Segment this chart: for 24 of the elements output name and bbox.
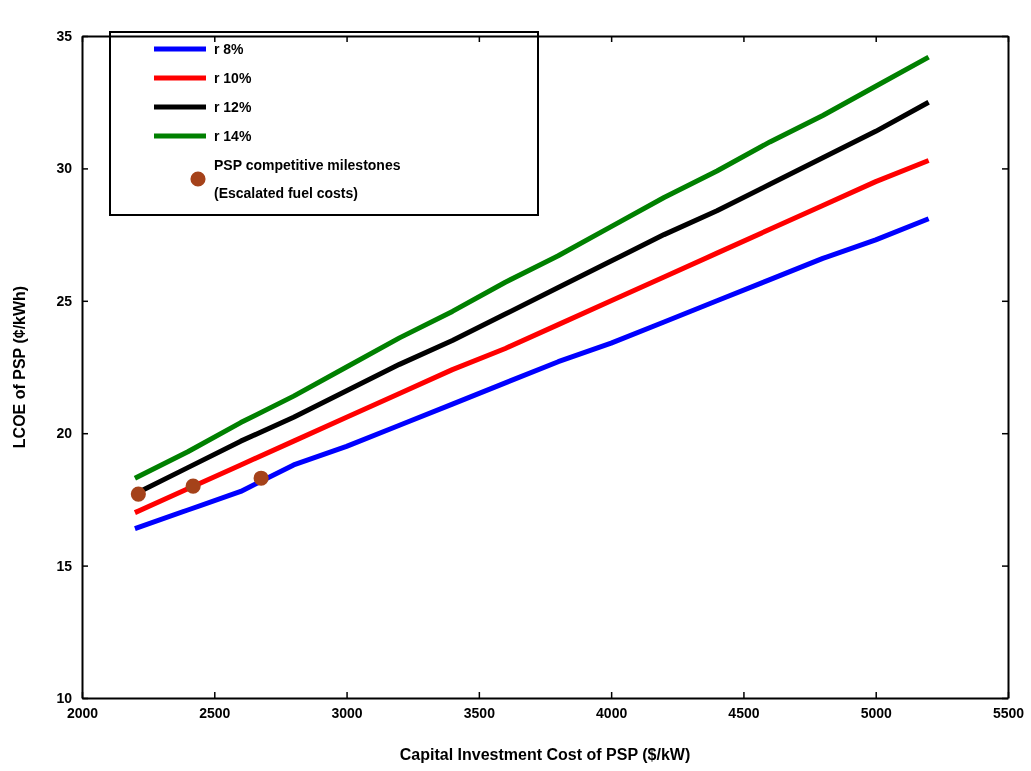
y-tick-label: 25 (56, 292, 73, 309)
x-tick-label: 2500 (199, 704, 231, 721)
x-tick-label: 5000 (860, 704, 892, 721)
legend-label: r 10% (214, 70, 252, 86)
legend-label: r 14% (214, 128, 252, 144)
x-tick-label: 3000 (331, 704, 363, 721)
y-tick-label: 10 (56, 689, 73, 706)
x-tick-label: 3500 (463, 704, 496, 721)
y-tick-label: 35 (56, 27, 73, 44)
y-tick-label: 20 (56, 425, 73, 442)
legend-label: r 8% (214, 41, 245, 57)
y-tick-label: 30 (56, 160, 73, 177)
x-tick-label: 4500 (728, 704, 760, 721)
y-axis-title: LCOE of PSP (¢/kWh) (11, 285, 28, 449)
point (253, 470, 269, 486)
y-tick-label: 15 (56, 557, 73, 574)
x-axis-title: Capital Investment Cost of PSP ($/kW) (399, 746, 691, 763)
x-tick-label: 2000 (66, 704, 99, 721)
legend-label: PSP competitive milestones (Escalated fuel costs) (214, 157, 401, 201)
x-tick-label: 5500 (992, 704, 1025, 721)
x-tick-label: 4000 (596, 704, 628, 721)
legend-label: r 12% (214, 99, 252, 115)
point (130, 486, 146, 502)
point (185, 478, 201, 494)
